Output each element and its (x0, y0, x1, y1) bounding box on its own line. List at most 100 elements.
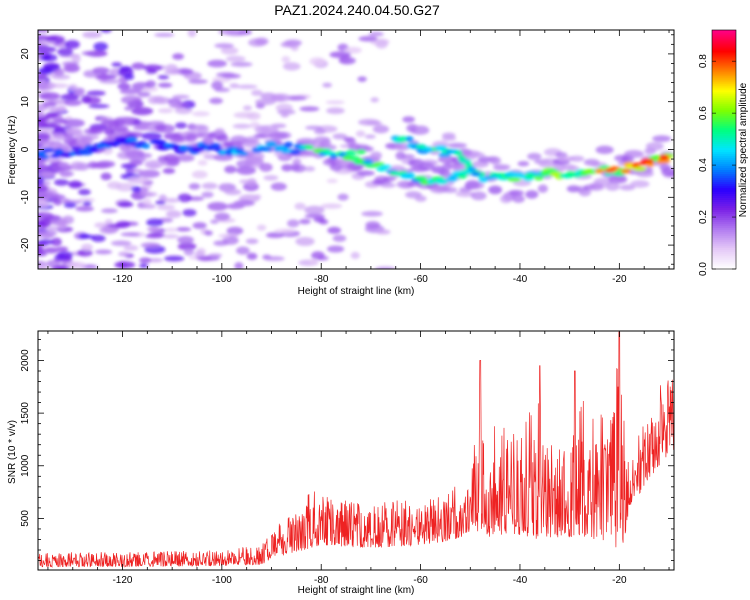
heatmap-cell (265, 141, 277, 148)
heatmap-cell (415, 144, 426, 150)
heatmap-cell (171, 134, 186, 142)
heatmap-cell (472, 152, 485, 158)
heatmap-cell (101, 208, 118, 214)
heatmap-cell (465, 179, 480, 188)
colorbar-swatch (712, 235, 736, 238)
colorbar-swatch (712, 173, 736, 176)
colorbar-swatch (712, 79, 736, 83)
colorbar-swatch (712, 243, 736, 246)
snr-y-tick-label: 1000 (20, 454, 31, 477)
colorbar-swatch (712, 191, 736, 194)
colorbar-swatch (712, 169, 736, 173)
heatmap-cell (356, 170, 375, 176)
heatmap-cell (304, 205, 325, 215)
colorbar-swatch (712, 63, 736, 67)
heatmap-cell (322, 82, 332, 88)
heatmap-cell (38, 73, 47, 78)
colorbar-swatch (712, 187, 736, 190)
heatmap-cell (299, 218, 311, 225)
colorbar-swatch (712, 205, 736, 208)
heatmap-cell (245, 238, 259, 245)
colorbar-swatch (712, 30, 736, 33)
heatmap-cell (119, 144, 131, 152)
heatmap-cell (527, 152, 542, 161)
heatmap-cell (103, 127, 115, 136)
heatmap-cell (274, 228, 296, 234)
colorbar-swatch (712, 47, 736, 51)
heatmap-cell (180, 68, 194, 75)
colorbar-swatch (712, 181, 736, 184)
colorbar-swatch (712, 199, 736, 202)
heatmap-cell (142, 64, 163, 72)
heatmap-cell (512, 195, 525, 203)
colorbar-swatch (712, 133, 736, 137)
heatmap-cell (459, 158, 472, 164)
heatmap-cell (51, 237, 62, 247)
spectrogram-y-tick-label: 10 (20, 96, 31, 108)
heatmap-cell (187, 30, 197, 38)
colorbar-swatch (712, 145, 736, 149)
heatmap-cell (139, 263, 149, 269)
heatmap-cell (165, 210, 182, 218)
spectrogram-y-tick-label: -10 (20, 190, 31, 205)
heatmap-cell (43, 127, 54, 134)
colorbar-swatch (712, 215, 736, 218)
heatmap-cell (38, 211, 54, 221)
heatmap-cell (294, 202, 306, 210)
heatmap-cell (42, 147, 55, 153)
colorbar-swatch (712, 225, 736, 228)
spectrogram-heatmap (38, 30, 674, 269)
colorbar-swatch (712, 73, 736, 77)
heatmap-cell (178, 145, 190, 152)
colorbar-swatch (712, 53, 736, 57)
colorbar-swatch (712, 117, 736, 121)
heatmap-cell (281, 164, 293, 172)
spectrogram-y-tick-label: 20 (20, 48, 31, 60)
heatmap-cell (214, 212, 231, 221)
heatmap-cell (154, 32, 175, 37)
heatmap-cell (661, 167, 674, 177)
heatmap-cell (488, 185, 503, 195)
heatmap-cell (507, 177, 522, 183)
heatmap-cell (209, 97, 223, 105)
heatmap-cell (364, 134, 376, 139)
colorbar-frame (711, 29, 737, 270)
spectrogram-x-axis: -120 -100 -80 -60 -40 -20 (47, 30, 670, 285)
spectrogram-x-tick-label: -20 (612, 274, 627, 285)
heatmap-cell (163, 255, 185, 262)
heatmap-cell (113, 118, 125, 127)
snr-panel: -120 -100 -80 -60 -40 -20 500 1000 1500 2000 Hei… (7, 330, 675, 596)
colorbar-swatch (712, 139, 736, 143)
colorbar-swatch (712, 149, 736, 153)
colorbar-swatch (712, 131, 736, 135)
colorbar-swatch (712, 51, 736, 55)
heatmap-cell (305, 125, 323, 130)
heatmap-cell (254, 37, 269, 46)
colorbar-swatch (712, 255, 736, 258)
heatmap-cell (54, 68, 65, 77)
heatmap-cell (374, 266, 396, 269)
heatmap-cell (204, 230, 213, 236)
heatmap-cell (63, 118, 85, 128)
heatmap-cell (604, 168, 615, 173)
heatmap-cell (470, 171, 481, 177)
heatmap-cell (182, 208, 197, 217)
heatmap-cell (578, 188, 592, 197)
colorbar-swatch (712, 247, 736, 250)
heatmap-cell (83, 96, 102, 105)
snr-x-tick-label: -80 (314, 575, 329, 586)
heatmap-cell (215, 135, 229, 142)
heatmap-cell (201, 191, 214, 198)
heatmap-cell (139, 257, 152, 264)
heatmap-cell (110, 240, 132, 247)
heatmap-cell (53, 198, 63, 206)
heatmap-cell (115, 220, 131, 229)
spectrogram-y-axis: -20 -10 0 10 20 (20, 34, 674, 265)
heatmap-cell (146, 218, 164, 227)
heatmap-cell (38, 220, 46, 227)
heatmap-cell (38, 193, 49, 199)
heatmap-cell (304, 144, 315, 150)
colorbar-swatch (712, 183, 736, 186)
heatmap-cell (226, 226, 244, 235)
